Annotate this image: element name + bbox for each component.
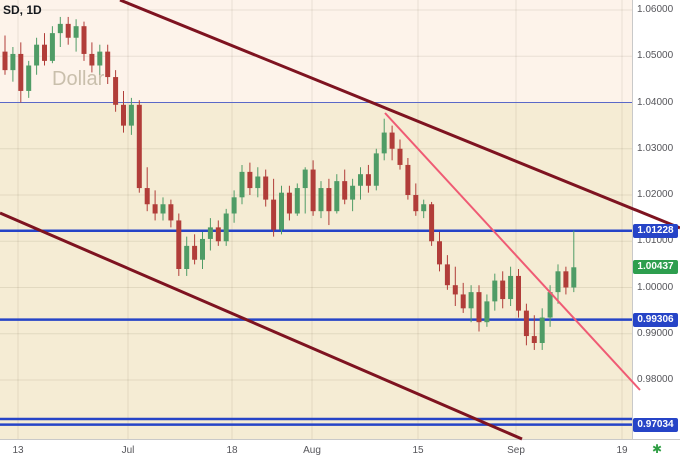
price-axis[interactable] xyxy=(632,0,680,439)
watermark-text: Dollar xyxy=(52,68,105,90)
axis-corner-icon[interactable]: ✱ xyxy=(652,442,663,456)
time-axis[interactable] xyxy=(0,439,680,459)
symbol-title[interactable]: SD, 1D xyxy=(3,3,42,17)
chart-plot-area[interactable] xyxy=(0,0,632,439)
